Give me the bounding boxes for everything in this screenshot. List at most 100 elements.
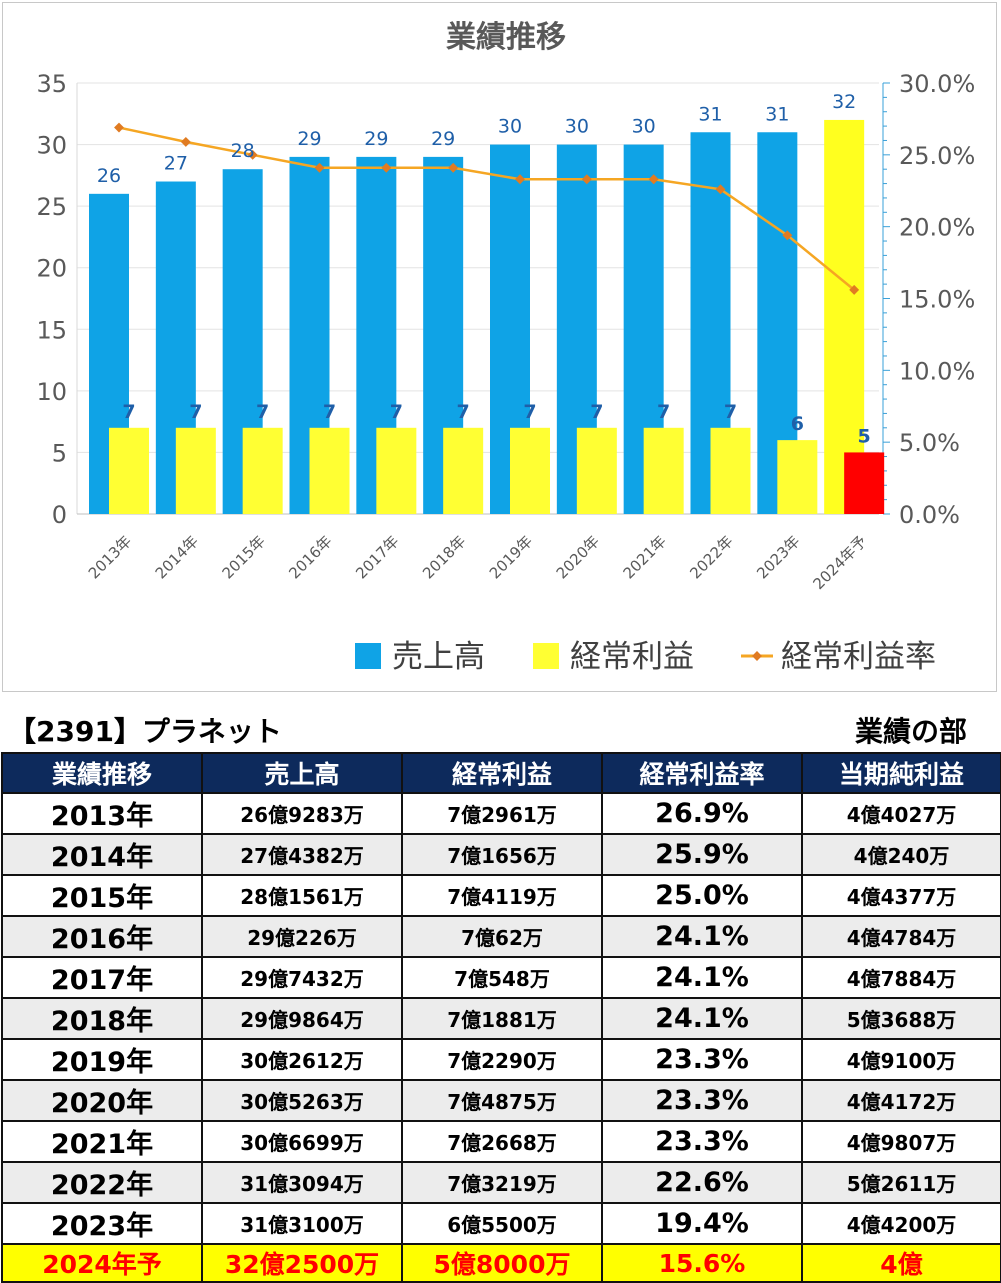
cell-ordinary-profit: 7億62万 <box>401 915 603 958</box>
header-period: 業績推移 <box>1 752 203 794</box>
profit-bar-label: 7 <box>523 401 536 423</box>
cell-sales: 31億3094万 <box>201 1161 403 1204</box>
legend-swatch-sales <box>355 643 381 669</box>
y-left-tick: 25 <box>36 193 67 221</box>
profit-bar-label: 7 <box>724 401 737 423</box>
x-tick-label: 2021年 <box>620 532 670 582</box>
cell-period: 2016年 <box>1 915 203 958</box>
margin-line-path <box>118 126 855 291</box>
sales-bar-label: 31 <box>698 103 722 125</box>
margin-point <box>448 162 459 173</box>
legend-marker-margin <box>752 651 762 661</box>
cell-period: 2020年 <box>1 1079 203 1122</box>
y-left-tick: 30 <box>36 132 67 160</box>
results-table: 業績推移 売上高 経常利益 経常利益率 当期純利益 2013年 26億9283万 7… <box>1 752 1001 1283</box>
margin-point <box>180 136 191 147</box>
legend-label-profit: 経常利益 <box>570 639 694 675</box>
cell-ordinary-profit: 6億5500万 <box>401 1202 603 1245</box>
cell-net-income: 5億2611万 <box>801 1161 1001 1204</box>
sales-bar-label: 30 <box>632 116 656 138</box>
y-right-tick: 30.0% <box>899 70 975 98</box>
cell-ordinary-profit: 7億4875万 <box>401 1079 603 1122</box>
profit-bar <box>777 440 818 514</box>
table-row-forecast: 2024年予 32億2500万 5億8000万 15.6% 4億 <box>1 1243 1001 1283</box>
performance-chart: 業績推移 0 5 10 15 20 25 30 35 0.0% 5.0% 10.0% 15.0% 20… <box>36 20 975 675</box>
profit-bar <box>109 427 149 514</box>
bars <box>89 119 885 515</box>
cell-sales: 27億4382万 <box>201 833 403 876</box>
table-row: 2015年 28億1561万 7億4119万 25.0% 4億4377万 <box>1 874 1001 917</box>
cell-period: 2024年予 <box>1 1243 203 1283</box>
cell-ordinary-profit: 7億548万 <box>401 956 603 999</box>
x-tick-label: 2022年 <box>686 532 736 582</box>
cell-sales: 32億2500万 <box>201 1243 403 1283</box>
cell-net-income: 4億4027万 <box>801 792 1001 835</box>
table-row: 2014年 27億4382万 7億1656万 25.9% 4億240万 <box>1 833 1001 876</box>
cell-net-income: 4億4784万 <box>801 915 1001 958</box>
sales-bar-label: 29 <box>364 128 388 150</box>
cell-sales: 29億7432万 <box>201 956 403 999</box>
sales-bar-label: 32 <box>832 91 856 113</box>
header-sales: 売上高 <box>201 752 403 794</box>
cell-sales: 29億226万 <box>201 915 403 958</box>
profit-bar-label: 7 <box>323 401 336 423</box>
y-right-tick: 20.0% <box>899 214 975 242</box>
table-row: 2013年 26億9283万 7億2961万 26.9% 4億4027万 <box>1 792 1001 835</box>
profit-bar-label: 6 <box>791 413 804 435</box>
margin-point <box>114 122 124 133</box>
x-tick-label: 2015年 <box>219 532 269 582</box>
cell-ordinary-profit: 7億2290万 <box>401 1038 603 1081</box>
y-right-tick: 15.0% <box>899 286 975 314</box>
cell-ordinary-profit: 7億2961万 <box>401 792 603 835</box>
sales-bar-label: 27 <box>164 153 188 175</box>
legend: 売上高 経常利益 経常利益率 <box>355 639 936 675</box>
cell-profit-margin: 25.0% <box>601 874 803 917</box>
cell-sales: 31億3100万 <box>201 1202 403 1245</box>
header-net-income: 当期純利益 <box>801 752 1001 794</box>
cell-period: 2017年 <box>1 956 203 999</box>
cell-ordinary-profit: 7億1656万 <box>401 833 603 876</box>
cell-sales: 28億1561万 <box>201 874 403 917</box>
y-left-tick: 0 <box>52 501 67 529</box>
profit-bar-label: 7 <box>590 401 603 423</box>
cell-net-income: 4億 <box>801 1243 1001 1283</box>
profit-bar <box>309 427 350 514</box>
cell-net-income: 4億9100万 <box>801 1038 1001 1081</box>
table-row: 2019年 30億2612万 7億2290万 23.3% 4億9100万 <box>1 1038 1001 1081</box>
table-row: 2023年 31億3100万 6億5500万 19.4% 4億4200万 <box>1 1202 1001 1245</box>
sales-bar-label: 29 <box>431 128 455 150</box>
cell-period: 2021年 <box>1 1120 203 1163</box>
company-name: 【2391】プラネット <box>8 715 282 748</box>
sales-bar <box>824 119 865 514</box>
cell-period: 2015年 <box>1 874 203 917</box>
cell-sales: 30億2612万 <box>201 1038 403 1081</box>
profit-bar-label: 7 <box>390 401 403 423</box>
cell-period: 2018年 <box>1 997 203 1040</box>
margin-point <box>849 284 860 295</box>
profit-bar <box>242 427 283 514</box>
cell-profit-margin: 15.6% <box>601 1243 803 1283</box>
cell-profit-margin: 23.3% <box>601 1120 803 1163</box>
right-axis: 0.0% 5.0% 10.0% 15.0% 20.0% 25.0% 30.0% <box>882 70 975 529</box>
y-left-tick: 15 <box>36 316 67 344</box>
sales-bar-label: 30 <box>565 116 589 138</box>
x-tick-label: 2018年 <box>419 532 469 582</box>
x-tick-label: 2013年 <box>85 532 135 582</box>
cell-ordinary-profit: 7億3219万 <box>401 1161 603 1204</box>
cell-profit-margin: 24.1% <box>601 956 803 999</box>
margin-point <box>782 230 793 241</box>
x-axis: 2013年 2014年 2015年 2016年 2017年 2018年 2019年 2020年… <box>77 513 879 593</box>
cell-profit-margin: 23.3% <box>601 1038 803 1081</box>
table-row: 2022年 31億3094万 7億3219万 22.6% 5億2611万 <box>1 1161 1001 1204</box>
cell-net-income: 5億3688万 <box>801 997 1001 1040</box>
table-row: 2020年 30億5263万 7億4875万 23.3% 4億4172万 <box>1 1079 1001 1122</box>
section-name: 業績の部 <box>854 715 967 748</box>
cell-ordinary-profit: 7億2668万 <box>401 1120 603 1163</box>
y-left-tick: 5 <box>52 439 67 467</box>
cell-sales: 29億9864万 <box>201 997 403 1040</box>
cell-period: 2014年 <box>1 833 203 876</box>
y-left-tick: 10 <box>36 378 67 406</box>
cell-sales: 30億6699万 <box>201 1120 403 1163</box>
chart-panel: 業績推移 0 5 10 15 20 25 30 35 0.0% 5.0% 10.0% 15.0% 20… <box>2 2 997 692</box>
cell-profit-margin: 26.9% <box>601 792 803 835</box>
